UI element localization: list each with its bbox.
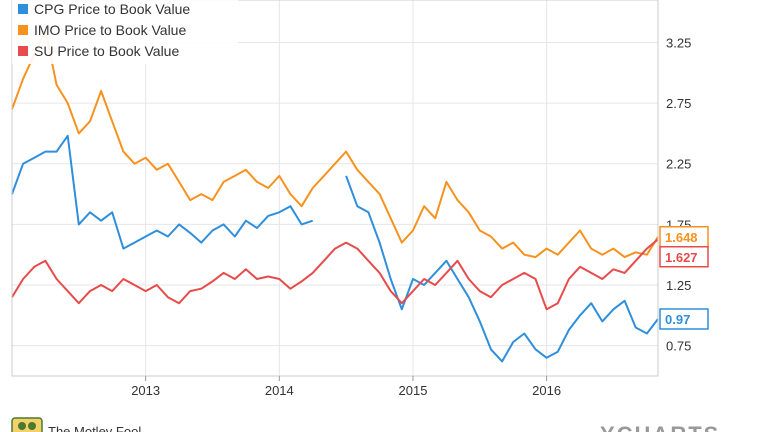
legend-swatch-1 bbox=[18, 25, 28, 35]
x-tick-label: 2013 bbox=[131, 383, 160, 398]
x-tick-label: 2016 bbox=[532, 383, 561, 398]
end-value-labels: 1.648 1.627 0.97 bbox=[659, 226, 709, 330]
series-line-0 bbox=[11, 134, 314, 250]
end-label-2: 1.627 bbox=[659, 246, 709, 268]
y-tick-label: 2.25 bbox=[666, 157, 691, 172]
end-label-text: 0.97 bbox=[665, 312, 690, 327]
y-tick-label: 3.25 bbox=[666, 35, 691, 50]
plot-area bbox=[11, 0, 659, 377]
end-label-box bbox=[659, 308, 709, 330]
x-tick-label: 2015 bbox=[399, 383, 428, 398]
legend-swatch-0 bbox=[18, 4, 28, 14]
legend-label-0: CPG Price to Book Value bbox=[34, 1, 190, 17]
motley-fool-logo-icon bbox=[11, 417, 43, 432]
end-label-text: 1.648 bbox=[665, 230, 698, 245]
end-label-box bbox=[659, 246, 709, 268]
x-axis: 2013 2014 2015 2016 bbox=[131, 376, 561, 398]
legend: CPG Price to Book Value IMO Price to Book… bbox=[12, 0, 238, 64]
x-tick-label: 2014 bbox=[265, 383, 294, 398]
legend-swatch-2 bbox=[18, 46, 28, 56]
end-label-0: 0.97 bbox=[659, 308, 709, 330]
legend-label-1: IMO Price to Book Value bbox=[34, 22, 186, 38]
series-line-1 bbox=[11, 29, 659, 259]
legend-label-2: SU Price to Book Value bbox=[34, 43, 179, 59]
ycharts-brand: YCHARTS bbox=[600, 422, 720, 432]
y-tick-label: 1.25 bbox=[666, 278, 691, 293]
end-label-1: 1.648 bbox=[659, 226, 709, 248]
series-line-0 bbox=[345, 175, 659, 363]
y-axis: 0.751.251.752.252.753.25 bbox=[666, 35, 691, 353]
legend-background bbox=[12, 0, 238, 64]
series-lines bbox=[11, 29, 659, 363]
y-tick-label: 0.75 bbox=[666, 339, 691, 354]
footer-source: The Motley Fool bbox=[48, 424, 141, 432]
footer: The Motley Fool YCHARTS bbox=[11, 417, 720, 432]
y-tick-label: 2.75 bbox=[666, 96, 691, 111]
series-line-2 bbox=[11, 238, 659, 311]
end-label-text: 1.627 bbox=[665, 250, 698, 265]
